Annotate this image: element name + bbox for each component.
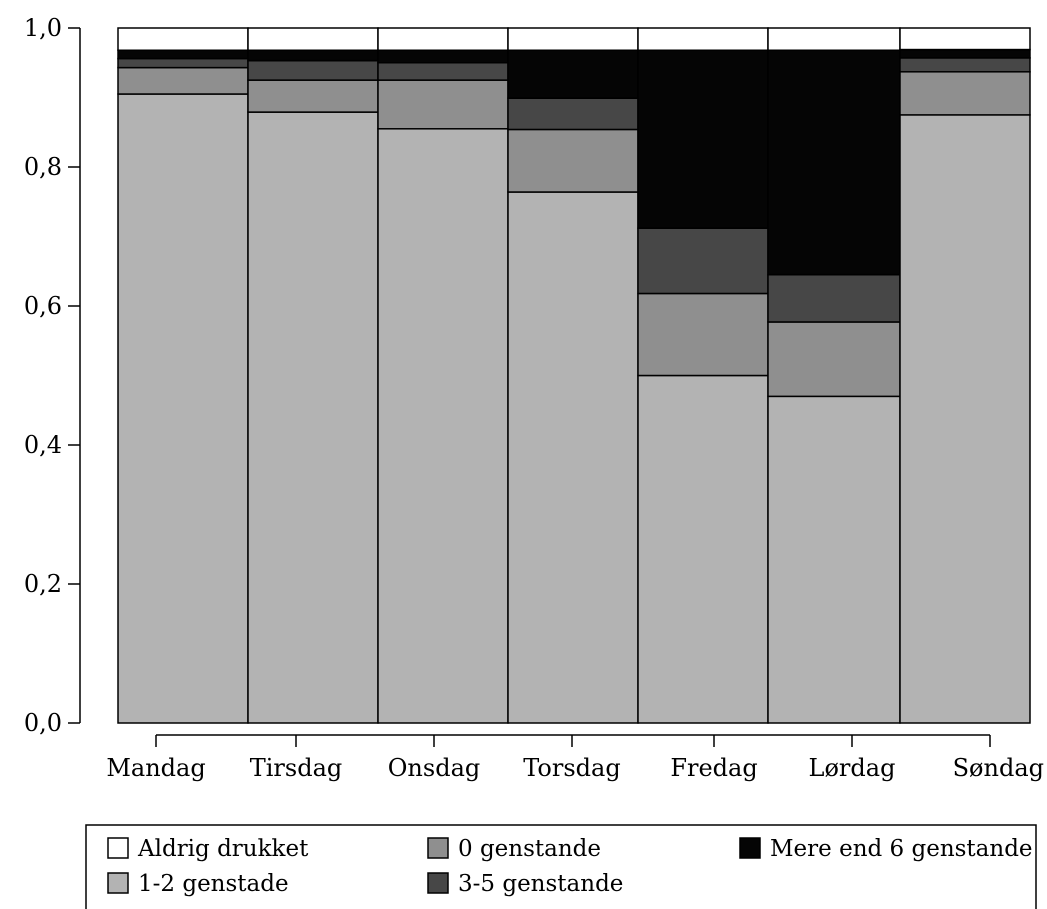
- legend-label-3-5-genstande: 3-5 genstande: [458, 871, 623, 897]
- bar-mandag-3-5-genstande: [117, 57, 249, 69]
- legend-label-0-genstande: 0 genstande: [458, 836, 601, 862]
- legend-label-1-2-genstade: 1-2 genstade: [138, 871, 289, 897]
- y-tick-label: 0,4: [24, 431, 62, 459]
- bar-tirsdag-mere-end-6-genstande: [247, 49, 379, 62]
- bar-onsdag-1-2-genstade: [377, 128, 509, 724]
- bar-sondag-0-genstande: [899, 71, 1031, 116]
- bar-fredag-0-genstande: [637, 292, 769, 377]
- y-tick-label: 0,6: [24, 292, 62, 320]
- bar-fredag-3-5-genstande: [637, 227, 769, 295]
- legend-swatch-3-5-genstande: [427, 872, 449, 894]
- bar-sondag-aldrig-drukket: [899, 27, 1031, 51]
- x-tick-label-tirsdag: Tirsdag: [250, 754, 343, 782]
- x-tick-label-fredag: Fredag: [670, 754, 757, 782]
- legend-swatch-mere-end-6-genstande: [739, 837, 761, 859]
- bar-onsdag-3-5-genstande: [377, 62, 509, 81]
- bar-mandag-aldrig-drukket: [117, 27, 249, 51]
- legend-box: [85, 824, 1037, 909]
- bar-sondag-mere-end-6-genstande: [899, 48, 1031, 59]
- y-tick-label: 0,8: [24, 153, 62, 181]
- x-tick-label-onsdag: Onsdag: [388, 754, 480, 782]
- bar-tirsdag-aldrig-drukket: [247, 27, 379, 51]
- bar-tirsdag-3-5-genstande: [247, 59, 379, 81]
- legend-swatch-0-genstande: [427, 837, 449, 859]
- bar-onsdag-0-genstande: [377, 79, 509, 130]
- bar-torsdag-aldrig-drukket: [507, 27, 639, 51]
- legend-label-aldrig-drukket: Aldrig drukket: [137, 836, 309, 862]
- bar-fredag-1-2-genstade: [637, 374, 769, 724]
- bar-torsdag-3-5-genstande: [507, 97, 639, 131]
- bar-lordag-0-genstande: [767, 321, 901, 398]
- x-tick-label-mandag: Mandag: [106, 754, 205, 782]
- bar-torsdag-1-2-genstade: [507, 191, 639, 724]
- legend-swatch-aldrig-drukket: [107, 837, 129, 859]
- y-tick-label: 1,0: [24, 14, 62, 42]
- bars-layer: [117, 27, 1031, 724]
- y-tick-label: 0,0: [24, 709, 62, 737]
- bar-onsdag-aldrig-drukket: [377, 27, 509, 51]
- legend: Aldrig drukket 0 genstande Mere end 6 gens…: [85, 824, 1037, 909]
- bar-mandag-0-genstande: [117, 66, 249, 95]
- bar-lordag-1-2-genstade: [767, 395, 901, 724]
- legend-swatch-1-2-genstade: [107, 872, 129, 894]
- bar-lordag-3-5-genstande: [767, 273, 901, 323]
- bar-fredag-aldrig-drukket: [637, 27, 769, 51]
- bar-mandag-mere-end-6-genstande: [117, 49, 249, 60]
- bar-onsdag-mere-end-6-genstande: [377, 49, 509, 64]
- bar-mandag-1-2-genstade: [117, 93, 249, 724]
- y-axis: 0,0 0,2 0,4 0,6 0,8 1,0: [24, 14, 81, 737]
- bar-torsdag-0-genstande: [507, 128, 639, 193]
- x-tick-label-sondag: Søndag: [953, 754, 1044, 782]
- bar-tirsdag-0-genstande: [247, 79, 379, 113]
- bar-fredag-mere-end-6-genstande: [637, 49, 769, 229]
- bar-lordag-aldrig-drukket: [767, 27, 901, 51]
- x-tick-label-torsdag: Torsdag: [523, 754, 620, 782]
- legend-label-mere-end-6-genstande: Mere end 6 genstande: [770, 836, 1033, 862]
- bar-torsdag-mere-end-6-genstande: [507, 49, 639, 99]
- bar-sondag-1-2-genstade: [899, 114, 1031, 724]
- bar-sondag-3-5-genstande: [899, 57, 1031, 73]
- bar-tirsdag-1-2-genstade: [247, 111, 379, 724]
- x-axis: Mandag Tirsdag Onsdag Torsdag Fredag Lørdag Sø…: [106, 734, 1044, 782]
- y-tick-label: 0,2: [24, 570, 62, 598]
- x-tick-label-lordag: Lørdag: [809, 754, 896, 782]
- bar-lordag-mere-end-6-genstande: [767, 49, 901, 276]
